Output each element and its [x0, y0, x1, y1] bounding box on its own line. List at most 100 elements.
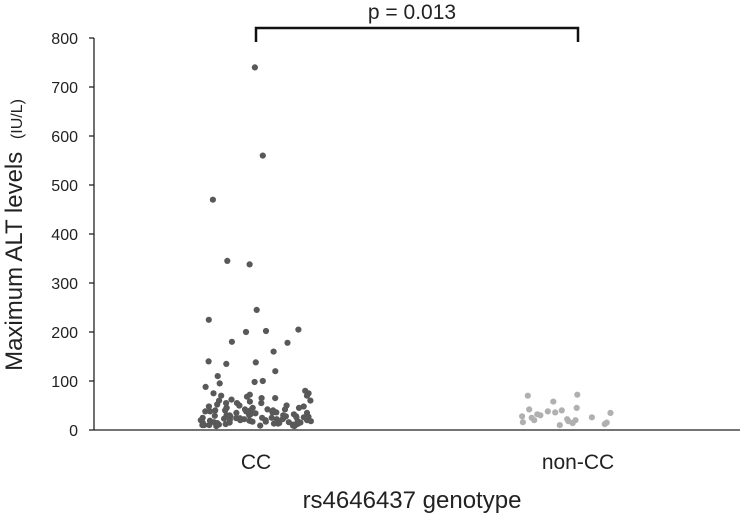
data-point-cc — [246, 412, 253, 419]
data-point-cc — [223, 400, 230, 407]
data-point-cc — [236, 402, 243, 409]
data-point-non-cc — [550, 398, 557, 405]
y-axis-title-unit: (IU/L) — [9, 99, 26, 139]
data-point-cc — [211, 412, 218, 419]
data-point-non-cc — [537, 412, 544, 419]
y-axis-title: Maximum ALT levels (IU/L) — [1, 99, 28, 371]
data-point-cc — [210, 390, 217, 397]
data-point-cc — [246, 398, 253, 405]
data-point-cc — [295, 404, 303, 411]
y-axis-title-main: Maximum ALT levels — [1, 152, 28, 371]
data-point-cc — [214, 373, 221, 380]
data-point-cc — [202, 383, 209, 390]
data-point-non-cc — [601, 421, 608, 428]
data-point-non-cc — [519, 419, 527, 426]
data-point-non-cc — [607, 409, 614, 416]
data-point-cc — [243, 393, 251, 400]
data-point-cc — [258, 395, 265, 402]
x-axis-title: rs4646437 genotype — [303, 487, 522, 514]
significance-bracket — [254, 26, 580, 42]
data-point-non-cc — [558, 407, 565, 414]
data-point-non-cc — [544, 408, 551, 415]
bracket-line — [254, 26, 580, 42]
data-point-cc — [214, 401, 221, 408]
data-point-cc — [252, 359, 259, 366]
data-point-non-cc — [526, 406, 533, 413]
x-category-label-non-cc: non-CC — [542, 451, 614, 474]
data-point-cc — [233, 409, 240, 416]
data-point-cc — [268, 414, 275, 421]
data-point-cc — [249, 418, 256, 425]
data-point-cc — [258, 400, 265, 407]
data-point-non-cc — [531, 417, 538, 424]
data-point-cc — [262, 327, 270, 335]
data-point-cc — [272, 395, 279, 402]
data-point-cc — [300, 403, 307, 410]
data-point-non-cc — [524, 392, 531, 399]
data-point-cc — [212, 407, 219, 414]
y-tick-label: 700 — [51, 80, 78, 97]
data-point-cc — [251, 378, 258, 386]
data-point-non-cc — [552, 409, 559, 416]
data-point-cc — [223, 360, 230, 367]
data-point-cc — [224, 257, 231, 264]
data-point-non-cc — [569, 420, 576, 427]
data-point-cc — [205, 403, 212, 410]
data-point-cc — [218, 392, 225, 399]
data-point-cc — [221, 415, 228, 422]
y-tick-label: 500 — [51, 178, 78, 195]
data-point-cc — [213, 423, 220, 430]
y-tick-label: 400 — [51, 227, 78, 244]
data-point-non-cc — [519, 413, 526, 420]
data-point-cc — [303, 392, 311, 399]
data-point-cc — [228, 338, 235, 345]
data-point-cc — [307, 397, 314, 404]
data-point-cc — [202, 408, 209, 415]
data-point-cc — [222, 407, 229, 414]
data-points — [197, 64, 614, 430]
data-point-cc — [259, 152, 266, 159]
data-point-cc — [284, 339, 291, 346]
y-tick-label: 200 — [51, 325, 78, 342]
data-point-cc — [264, 406, 271, 413]
data-point-cc — [222, 421, 229, 428]
y-axis: 0 100 200 300 400 500 600 700 800 — [51, 31, 95, 440]
data-point-cc — [257, 422, 264, 429]
data-point-cc — [206, 422, 213, 429]
p-value-label: p = 0.013 — [368, 1, 456, 24]
data-point-cc — [251, 64, 258, 71]
data-point-cc — [259, 377, 266, 385]
data-point-cc — [291, 423, 298, 430]
data-point-cc — [205, 358, 212, 365]
data-point-non-cc — [574, 391, 581, 398]
y-tick-label: 800 — [51, 31, 78, 48]
data-point-cc — [216, 380, 223, 387]
data-point-cc — [295, 326, 302, 333]
y-tick-label: 600 — [51, 129, 78, 146]
data-point-cc — [228, 396, 235, 403]
data-point-cc — [199, 422, 206, 429]
data-point-cc — [205, 316, 212, 323]
data-point-cc — [237, 417, 244, 424]
data-point-non-cc — [573, 404, 580, 411]
y-tick-label: 100 — [51, 374, 78, 391]
data-point-cc — [242, 328, 250, 336]
data-point-cc — [270, 348, 277, 355]
x-category-label-cc: CC — [241, 451, 271, 474]
data-point-cc — [281, 406, 289, 413]
data-point-cc — [252, 410, 259, 417]
data-point-cc — [253, 306, 260, 313]
data-point-cc — [207, 408, 214, 415]
data-point-cc — [270, 420, 278, 427]
data-point-cc — [269, 409, 276, 416]
data-point-cc — [272, 368, 279, 375]
y-tick-label: 0 — [69, 423, 78, 440]
data-point-cc — [307, 418, 314, 425]
y-tick-label: 300 — [51, 276, 78, 293]
data-point-cc — [209, 196, 216, 203]
data-point-cc — [262, 418, 269, 425]
data-point-cc — [246, 261, 253, 268]
data-point-non-cc — [588, 414, 596, 421]
data-point-non-cc — [556, 422, 563, 429]
